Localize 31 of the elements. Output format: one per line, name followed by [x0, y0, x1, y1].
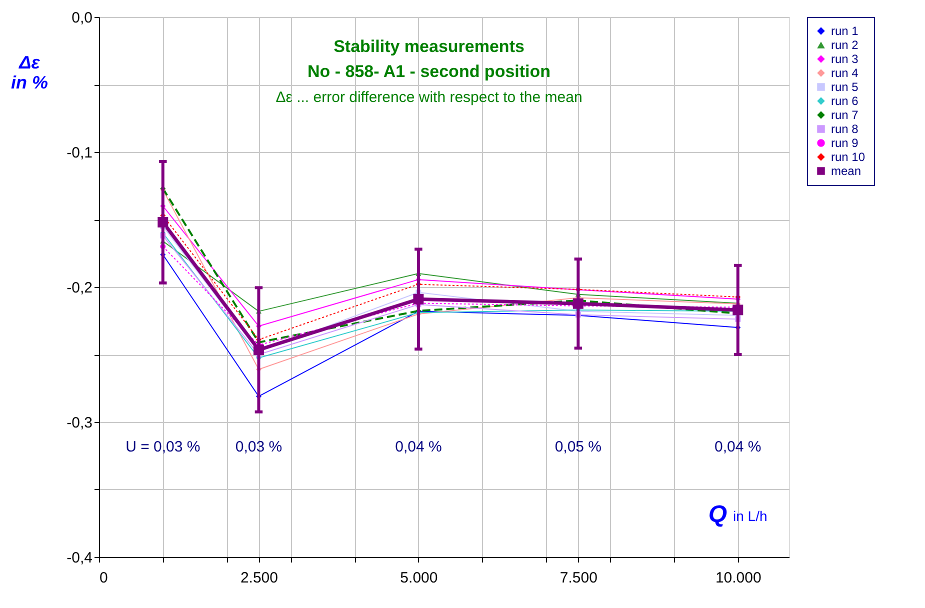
x-tick-label: 2.500 — [240, 570, 278, 586]
legend-label: run 1 — [831, 24, 859, 38]
x-axis-title: Q in L/h — [708, 501, 768, 528]
x-tick-label: 10.000 — [715, 570, 762, 586]
text: Δε ... error difference with respect to the mean — [276, 89, 582, 106]
legend-label: run 8 — [831, 122, 859, 136]
y-tick-label: 0,0 — [72, 10, 92, 26]
legend-label: run 9 — [831, 136, 859, 150]
x-tick-label: 7.500 — [560, 570, 598, 586]
legend-label: run 6 — [831, 94, 859, 108]
y-tick-label: -0,3 — [66, 414, 92, 432]
y-axis-title: Δε in % — [10, 52, 48, 92]
legend-label: run 7 — [831, 108, 859, 122]
y-tick-label: -0,4 — [66, 550, 92, 566]
legend-label: run 3 — [831, 52, 859, 66]
text: No - 858- A1 - second position — [307, 62, 551, 81]
legend-label: run 10 — [831, 150, 866, 164]
legend-label: run 4 — [831, 66, 859, 80]
annotation: U = 0,03 % — [126, 438, 200, 456]
legend-label: run 2 — [831, 38, 859, 52]
text: Stability measurements — [334, 37, 524, 56]
annotation: 0,05 % — [554, 438, 602, 456]
x-tick-label: 0 — [100, 570, 108, 586]
annotation: 0,04 % — [714, 438, 762, 456]
annotation: 0,04 % — [395, 438, 442, 456]
annotation: 0,03 % — [235, 438, 282, 456]
x-tick-label: 5.000 — [400, 570, 438, 586]
legend-label: mean — [831, 164, 862, 178]
legend-label: run 5 — [831, 80, 859, 94]
y-tick-label: -0,2 — [66, 280, 92, 296]
y-tick-label: -0,1 — [66, 144, 92, 162]
